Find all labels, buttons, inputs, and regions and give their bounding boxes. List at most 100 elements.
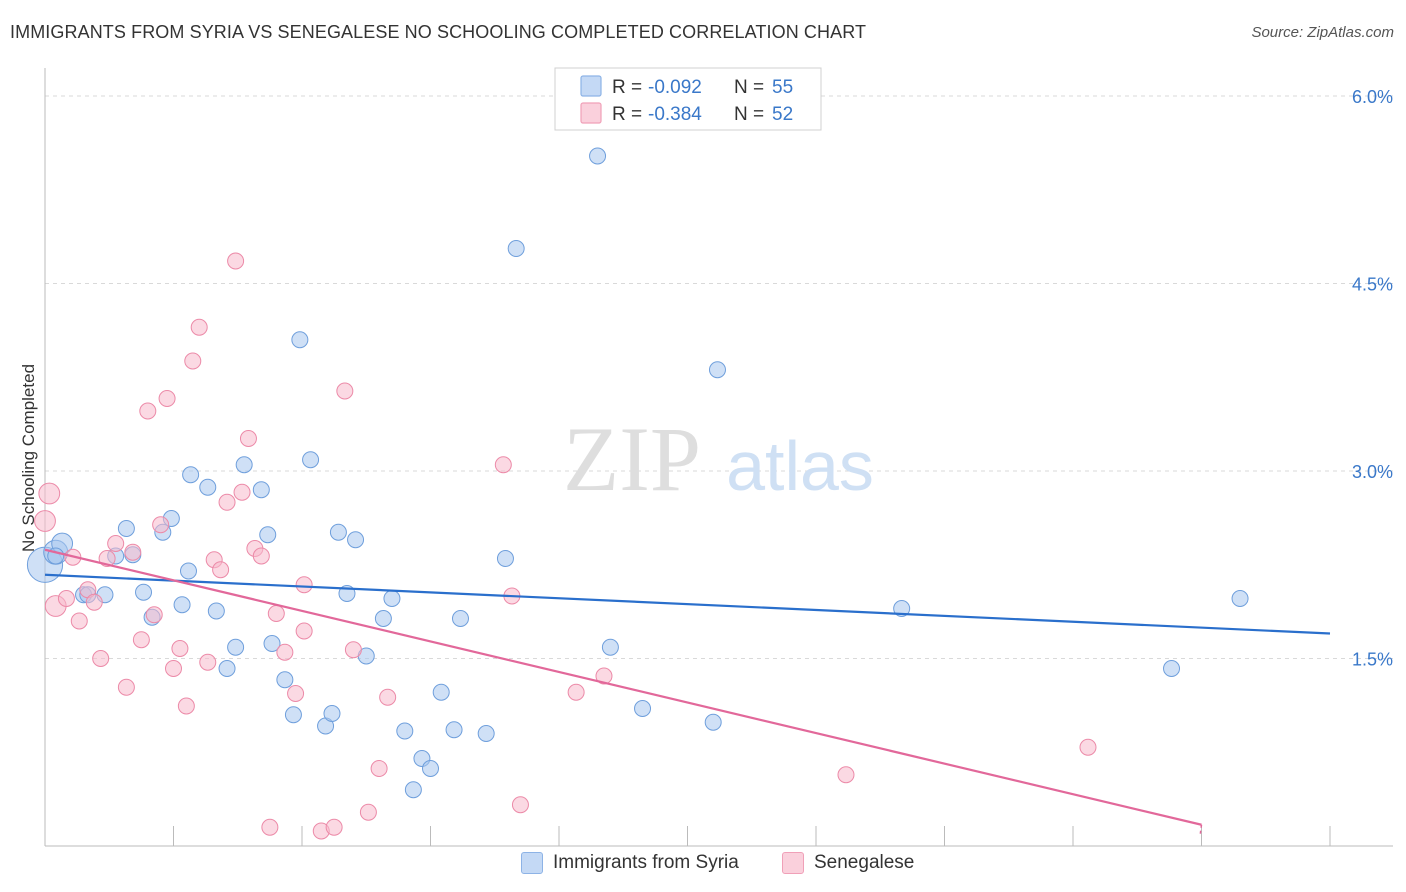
watermark: ZIP atlas xyxy=(563,408,874,510)
data-point-senegalese xyxy=(117,678,135,696)
data-point-syria xyxy=(302,451,320,469)
data-point-syria xyxy=(496,550,514,567)
watermark-atlas: atlas xyxy=(726,427,874,505)
legend-swatch-senegalese xyxy=(580,102,602,124)
data-point-senegalese xyxy=(1079,738,1097,756)
correlation-legend: R = -0.092 N = 55 R = -0.384 N = 52 xyxy=(554,67,822,131)
legend-n-value: 52 xyxy=(772,104,793,125)
scatter-chart: ZIP atlas 1.5%3.0%4.5%6.0% 0.0%6.0% No S… xyxy=(19,67,1393,847)
trend-line-senegalese xyxy=(44,548,1202,826)
data-point-senegalese xyxy=(212,561,230,579)
trend-line-syria xyxy=(44,573,1331,635)
data-point-senegalese xyxy=(494,456,512,474)
data-point-syria xyxy=(218,660,236,677)
data-point-syria xyxy=(589,147,607,165)
data-point-syria xyxy=(601,638,619,656)
data-point-syria xyxy=(323,705,341,722)
data-point-senegalese xyxy=(511,796,529,814)
y-tick-label: 6.0% xyxy=(1352,87,1393,107)
data-point-senegalese xyxy=(325,818,343,836)
data-point-senegalese xyxy=(132,631,150,649)
data-point-syria xyxy=(432,683,450,701)
data-point-syria xyxy=(477,725,495,742)
data-point-syria xyxy=(634,700,652,717)
data-point-syria xyxy=(117,520,135,537)
series-senegalese xyxy=(34,252,1097,840)
data-point-senegalese xyxy=(34,510,56,532)
data-point-senegalese xyxy=(295,576,313,594)
data-point-senegalese xyxy=(370,760,388,777)
data-point-senegalese xyxy=(567,683,585,701)
data-point-senegalese xyxy=(177,697,195,715)
gridlines xyxy=(45,95,1393,659)
data-point-syria xyxy=(182,466,200,484)
data-point-syria xyxy=(1163,660,1181,677)
data-point-senegalese xyxy=(184,352,202,370)
data-point-syria xyxy=(1231,590,1249,607)
data-point-syria xyxy=(347,531,365,549)
data-point-senegalese xyxy=(359,803,377,821)
data-point-syria xyxy=(179,562,197,580)
data-point-senegalese xyxy=(276,643,294,661)
data-point-senegalese xyxy=(267,605,285,622)
data-point-senegalese xyxy=(70,612,88,630)
data-point-syria xyxy=(276,671,294,689)
data-point-senegalese xyxy=(218,493,236,511)
watermark-zip: ZIP xyxy=(563,408,701,510)
y-tick-label: 4.5% xyxy=(1352,275,1393,295)
y-tick-label: 3.0% xyxy=(1352,462,1393,482)
legend-r-value: -0.384 xyxy=(648,104,702,125)
data-point-syria xyxy=(199,478,217,496)
legend-label-syria: Immigrants from Syria xyxy=(553,852,739,873)
data-point-syria xyxy=(704,713,722,731)
data-point-syria xyxy=(227,638,245,656)
data-point-senegalese xyxy=(227,252,245,270)
legend-r-label: R = xyxy=(612,77,642,98)
data-point-syria xyxy=(708,361,726,379)
data-point-syria xyxy=(252,481,270,499)
data-point-senegalese xyxy=(38,482,61,505)
data-point-senegalese xyxy=(107,535,125,552)
data-point-senegalese xyxy=(85,593,103,611)
data-point-syria xyxy=(259,526,277,544)
y-tick-labels: 1.5% 3.0% 4.5% 6.0% xyxy=(1352,87,1393,670)
data-point-senegalese xyxy=(145,606,163,624)
data-point-senegalese xyxy=(57,590,75,607)
data-point-syria xyxy=(284,706,302,724)
data-point-senegalese xyxy=(252,547,270,565)
data-point-syria xyxy=(135,583,153,601)
data-point-syria xyxy=(445,721,463,739)
y-tick-label: 1.5% xyxy=(1352,650,1393,670)
trend-lines xyxy=(44,548,1331,837)
data-point-syria xyxy=(893,600,911,617)
data-point-senegalese xyxy=(165,660,182,677)
data-point-senegalese xyxy=(124,543,142,561)
trend-line-senegalese-extrapolated xyxy=(1199,824,1203,837)
data-point-syria xyxy=(507,240,525,257)
data-point-senegalese xyxy=(239,430,257,447)
data-point-senegalese xyxy=(287,685,305,702)
data-point-syria xyxy=(422,760,439,777)
data-point-syria xyxy=(374,610,392,627)
data-point-syria xyxy=(263,635,281,652)
data-point-senegalese xyxy=(92,650,110,667)
legend-n-label: N = xyxy=(734,104,764,125)
data-point-senegalese xyxy=(152,516,170,534)
y-axis-label: No Schooling Completed xyxy=(19,364,38,552)
chart-title: IMMIGRANTS FROM SYRIA VS SENEGALESE NO S… xyxy=(10,22,867,42)
data-point-syria xyxy=(383,590,401,607)
data-point-senegalese xyxy=(199,653,217,671)
source-label: Source: ZipAtlas.com xyxy=(1251,24,1394,41)
data-point-senegalese xyxy=(336,382,354,400)
data-point-senegalese xyxy=(837,766,855,784)
data-point-senegalese xyxy=(295,622,313,640)
legend-n-value: 55 xyxy=(772,77,793,98)
data-point-syria xyxy=(235,456,253,474)
data-point-syria xyxy=(404,781,422,799)
legend-item-senegalese: Senegalese xyxy=(782,852,914,874)
data-point-senegalese xyxy=(261,818,279,836)
data-point-syria xyxy=(173,596,191,614)
series-legend: Immigrants from Syria Senegalese xyxy=(0,850,1406,880)
legend-r-value: -0.092 xyxy=(648,77,702,98)
data-point-syria xyxy=(329,523,347,541)
